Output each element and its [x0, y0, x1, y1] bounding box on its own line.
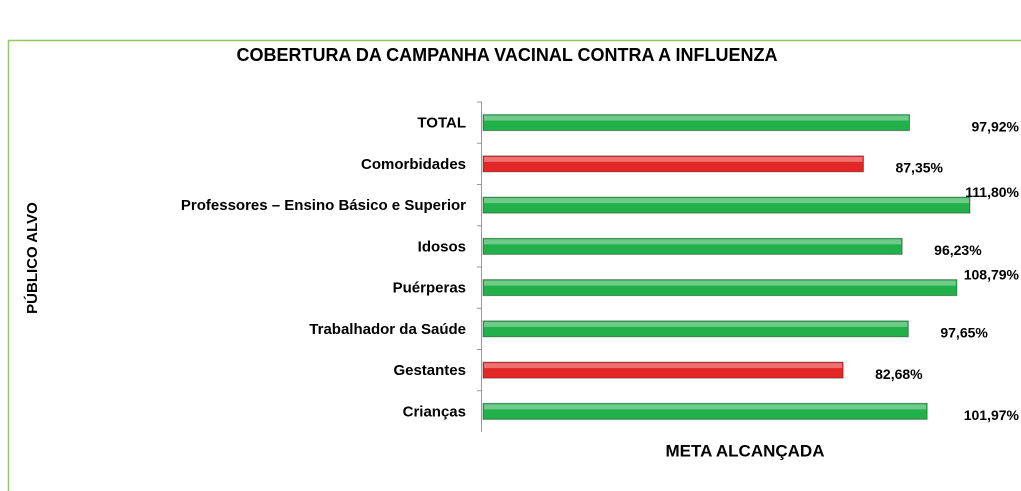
bar	[482, 402, 928, 420]
bar	[482, 361, 844, 379]
bar-shine	[484, 321, 908, 327]
y-axis-title: PÚBLICO ALVO	[23, 202, 41, 314]
bar-shine	[484, 156, 863, 162]
data-label: 87,35%	[895, 160, 943, 176]
bar-shine	[484, 363, 843, 369]
bar	[482, 237, 903, 255]
chart-title: COBERTURA DA CAMPANHA VACINAL CONTRA A I…	[237, 45, 778, 65]
bar	[482, 196, 971, 214]
y-tick-label: TOTAL	[417, 115, 466, 132]
bar	[482, 155, 864, 173]
data-label: 82,68%	[875, 366, 923, 382]
data-label: 101,97%	[964, 407, 1020, 423]
bar	[482, 320, 909, 338]
y-tick-label: Gestantes	[393, 362, 466, 379]
y-tick-label: Comorbidades	[361, 156, 466, 173]
chart-frame	[7, 39, 1021, 491]
bar	[482, 279, 958, 297]
y-tick-label: Professores – Ensino Básico e Superior	[181, 197, 466, 214]
data-label: 96,23%	[934, 242, 982, 258]
bar-shine	[484, 198, 969, 204]
data-label: 108,79%	[964, 266, 1020, 282]
y-tick-label: Trabalhador da Saúde	[309, 321, 466, 338]
bar	[482, 114, 911, 132]
y-tick-label: Crianças	[403, 403, 466, 420]
data-label: 97,65%	[940, 325, 988, 341]
data-label: 111,80%	[965, 184, 1019, 200]
x-axis-title: META ALCANÇADA	[666, 441, 825, 460]
data-label: 97,92%	[972, 118, 1020, 134]
y-tick-label: Idosos	[418, 238, 466, 255]
bar-shine	[484, 280, 956, 286]
bar-shine	[484, 404, 927, 410]
bar-shine	[484, 239, 902, 245]
bar-shine	[484, 115, 909, 121]
y-tick-label: Puérperas	[393, 280, 466, 297]
